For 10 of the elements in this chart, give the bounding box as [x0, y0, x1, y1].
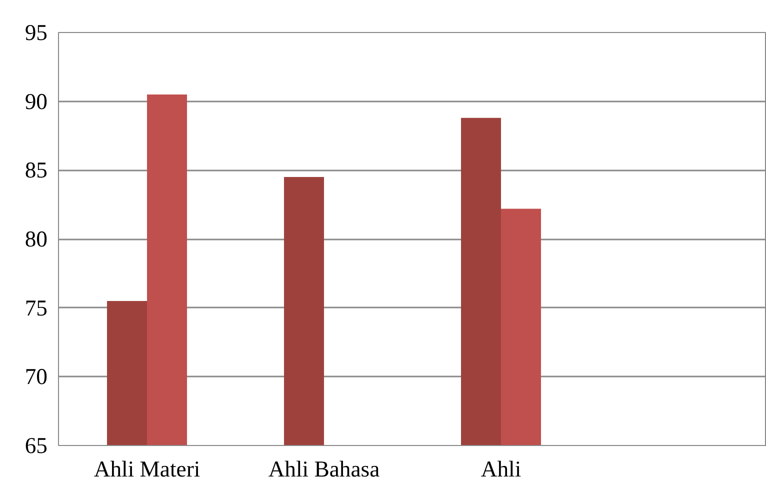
- y-tick-label: 65: [24, 433, 48, 458]
- y-tick-label: 85: [24, 158, 48, 183]
- x-tick-label: Ahli Materi: [94, 456, 200, 482]
- y-tick-label: 80: [24, 226, 48, 252]
- y-tick-label: 95: [24, 20, 48, 45]
- y-tick-label: 70: [24, 364, 48, 390]
- y-tick-label: 90: [24, 88, 48, 114]
- x-tick-label: Ahli Bahasa: [268, 456, 380, 482]
- x-tick-label: Ahli: [480, 456, 522, 482]
- y-tick-label: 75: [24, 295, 48, 320]
